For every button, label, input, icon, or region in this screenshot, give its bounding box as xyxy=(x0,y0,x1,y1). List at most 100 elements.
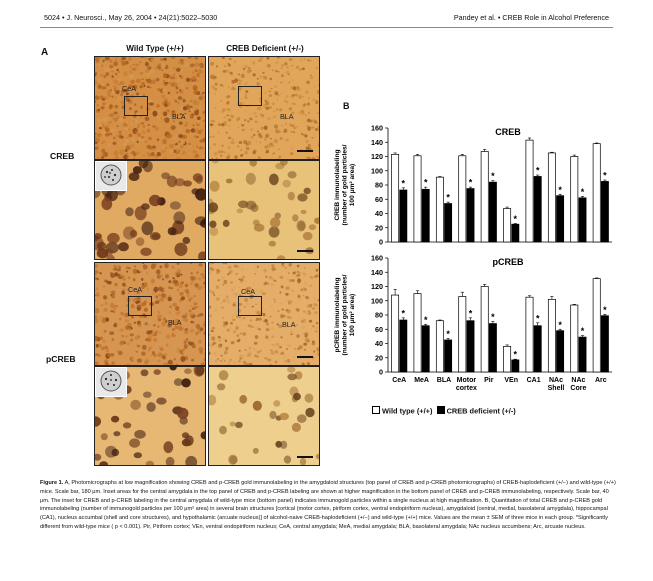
significance-marker: * xyxy=(469,308,473,318)
significance-marker: * xyxy=(536,313,540,323)
figure-caption: Figure 1. A, Photomicrographs at low mag… xyxy=(40,479,616,532)
significance-marker: * xyxy=(446,193,450,203)
bar-charts: 0 20 40 60 80 100 120 140 160 CREB CREB immunolabe… xyxy=(334,124,612,392)
bar-wildtype xyxy=(458,155,467,243)
x-tick-label: CA1 xyxy=(527,377,541,384)
legend-wildtype-label: Wild type (+/+) xyxy=(382,406,433,416)
bar-deficient xyxy=(600,315,609,373)
significance-marker: * xyxy=(558,185,562,195)
scale-bar xyxy=(297,456,313,458)
legend-deficient-swatch xyxy=(436,406,445,414)
chart-title: pCREB xyxy=(493,257,524,267)
significance-marker: * xyxy=(446,329,450,339)
bar-deficient xyxy=(511,359,520,373)
bar-wildtype xyxy=(391,294,400,373)
bar-deficient xyxy=(399,319,408,373)
y-tick-label: 160 xyxy=(371,254,383,263)
row-label-creb: CREB xyxy=(50,151,75,161)
significance-marker: * xyxy=(581,326,585,336)
x-tick-label: Motor cortex xyxy=(456,377,477,392)
y-tick-label: 20 xyxy=(375,353,383,362)
bar-deficient xyxy=(444,339,453,373)
bar-deficient xyxy=(511,223,520,243)
running-header-right: Pandey et al. • CREB Role in Alcohol Pre… xyxy=(453,13,609,22)
column-label-creb-deficient: CREB Deficient (+/-) xyxy=(226,44,304,53)
bar-wildtype xyxy=(435,176,444,243)
bar-deficient xyxy=(444,203,453,243)
region-label-cea: CeA xyxy=(122,84,136,93)
inset-box xyxy=(124,96,148,116)
y-tick-label: 120 xyxy=(371,282,383,291)
significance-marker: * xyxy=(581,187,585,197)
inset-box xyxy=(128,296,152,316)
panel-a-label: A xyxy=(41,47,49,58)
bar-wildtype xyxy=(480,151,489,243)
caption-text: A, Photomicrographs at low magnification… xyxy=(40,480,616,530)
y-tick-label: 0 xyxy=(379,238,383,247)
bar-deficient xyxy=(533,176,542,243)
micrograph-pcreb-deficient-low xyxy=(208,262,320,366)
bar-deficient xyxy=(488,323,497,373)
bar-deficient xyxy=(556,330,565,373)
x-tick-label: MeA xyxy=(414,377,429,384)
region-label-cea: CeA xyxy=(128,285,142,294)
bar-wildtype xyxy=(391,154,400,243)
bar-deficient xyxy=(466,320,475,373)
y-tick-label: 0 xyxy=(379,368,383,377)
significance-marker: * xyxy=(491,171,495,181)
bar-wildtype xyxy=(570,156,579,243)
column-label-wild-type: Wild Type (+/+) xyxy=(126,44,184,53)
bar-deficient xyxy=(488,181,497,243)
nucleus-inset xyxy=(95,161,127,191)
y-tick-label: 140 xyxy=(371,268,383,277)
y-tick-label: 40 xyxy=(375,339,383,348)
significance-marker: * xyxy=(491,312,495,322)
region-label-bla: BLA xyxy=(168,318,182,327)
region-label-bla: BLA xyxy=(172,112,186,121)
legend-wildtype-swatch xyxy=(372,406,380,414)
row-label-pcreb: pCREB xyxy=(46,354,76,364)
significance-marker: * xyxy=(514,214,518,224)
bar-deficient xyxy=(421,325,430,373)
bar-wildtype xyxy=(592,143,601,243)
micrograph-creb-deficient-low xyxy=(208,56,320,160)
y-axis-label: pCREB immunolabeling(number of gold part… xyxy=(334,274,356,355)
significance-marker: * xyxy=(424,315,428,325)
x-tick-label: Pir xyxy=(484,377,494,384)
bar-deficient xyxy=(533,325,542,373)
bar-wildtype xyxy=(503,208,512,243)
bar-wildtype xyxy=(525,139,534,243)
bar-deficient xyxy=(578,336,587,373)
bar-deficient xyxy=(466,188,475,243)
legend: Wild type (+/+) CREB deficient (+/-) xyxy=(372,406,516,416)
region-label-bla: BLA xyxy=(280,112,294,121)
bar-deficient xyxy=(556,195,565,243)
significance-marker: * xyxy=(536,166,540,176)
significance-marker: * xyxy=(424,178,428,188)
legend-deficient-label: CREB deficient (+/-) xyxy=(446,406,516,416)
x-tick-label: CeA xyxy=(392,377,406,384)
y-tick-label: 140 xyxy=(371,138,383,147)
inset-box xyxy=(238,296,262,316)
bar-wildtype xyxy=(413,293,422,373)
micrograph-pcreb-deficient-high xyxy=(208,366,320,466)
bar-deficient xyxy=(421,188,430,243)
y-axis-label: CREB immunolabeling(number of gold parti… xyxy=(334,144,356,225)
micrograph-creb-wildtype-low xyxy=(94,56,206,160)
caption-label: Figure 1. xyxy=(40,480,64,486)
x-tick-label: Arc xyxy=(595,377,607,384)
x-tick-label: NAc Shell xyxy=(548,377,565,392)
bar-wildtype xyxy=(503,346,512,373)
inset-box xyxy=(238,86,262,106)
header-rule xyxy=(40,27,613,28)
significance-marker: * xyxy=(402,178,406,188)
y-tick-label: 120 xyxy=(371,152,383,161)
region-label-cea: CeA xyxy=(241,287,255,296)
y-tick-label: 60 xyxy=(375,325,383,334)
y-tick-label: 80 xyxy=(375,311,383,320)
bar-wildtype xyxy=(592,278,601,373)
bar-deficient xyxy=(600,181,609,243)
y-tick-label: 20 xyxy=(375,223,383,232)
bar-wildtype xyxy=(525,296,534,373)
bar-wildtype xyxy=(547,152,556,243)
